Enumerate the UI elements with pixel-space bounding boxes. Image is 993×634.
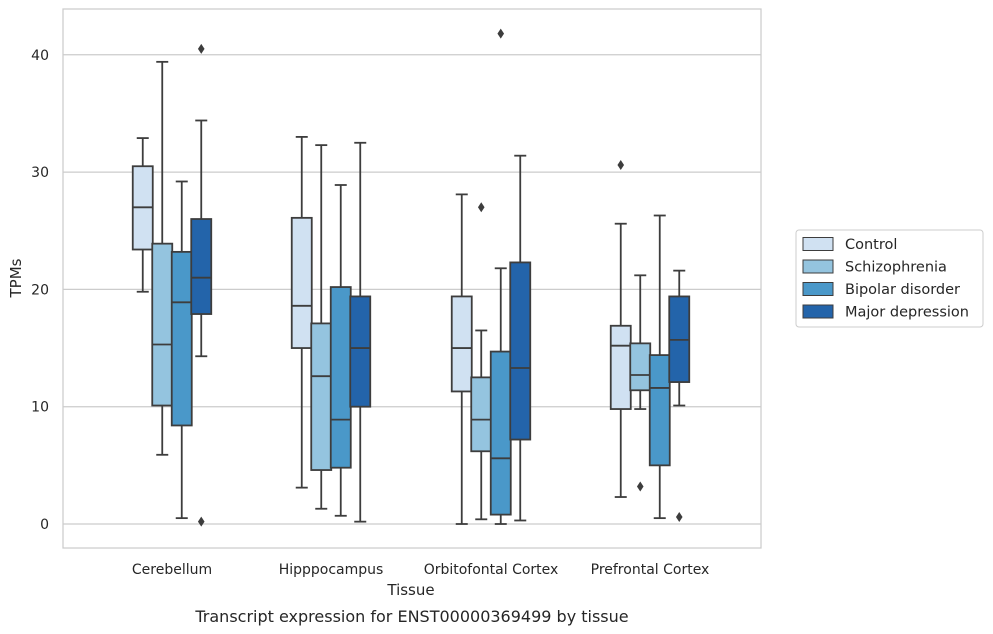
- iqr-box: [310, 322, 333, 471]
- legend-frame: [795, 229, 984, 328]
- box-group: [190, 43, 213, 527]
- legend-label: Schizophrenia: [845, 260, 947, 276]
- box-group: [470, 202, 493, 521]
- y-tick-label: 0: [40, 517, 49, 533]
- outlier-point: [197, 516, 205, 527]
- box-group: [349, 141, 372, 523]
- x-tick-label: Hipppocampus: [279, 562, 384, 578]
- x-tick-label: Orbitofontal Cortex: [424, 562, 559, 578]
- iqr-box: [450, 295, 473, 393]
- box-group: [450, 193, 473, 525]
- iqr-box: [470, 376, 493, 453]
- x-tick-labels: Cerebellum Hipppocampus Orbitofontal Corte…: [132, 562, 709, 578]
- series-schizophrenia: [151, 60, 652, 521]
- box-group: [489, 28, 512, 525]
- legend-label: Bipolar disorder: [845, 282, 960, 298]
- plot-area-frame: [62, 8, 762, 549]
- box-group: [609, 160, 632, 498]
- outlier-point: [636, 481, 644, 492]
- box-group: [648, 214, 671, 520]
- series-major-depression: [190, 43, 691, 527]
- outlier-point: [675, 511, 683, 522]
- outlier-point: [617, 160, 625, 171]
- y-tick-label: 10: [31, 400, 49, 416]
- iqr-box: [170, 250, 193, 427]
- box-group: [668, 269, 691, 522]
- legend-swatch: [802, 304, 834, 319]
- y-tick-label: 30: [31, 165, 49, 181]
- y-axis-title: TPMs: [7, 258, 25, 298]
- outlier-point: [477, 202, 485, 213]
- outlier-point: [197, 43, 205, 54]
- iqr-box: [489, 350, 512, 516]
- legend-swatch: [802, 282, 834, 296]
- iqr-box: [329, 286, 352, 469]
- legend-label: Control: [845, 237, 897, 253]
- box-group: [310, 144, 333, 510]
- box-group: [170, 180, 193, 520]
- box-group: [131, 137, 154, 293]
- iqr-box: [609, 324, 632, 410]
- plot-marks: [131, 28, 691, 527]
- outlier-point: [497, 28, 505, 39]
- y-tick-labels: 0 10 20 30 40: [31, 48, 49, 533]
- legend-swatch: [802, 237, 834, 251]
- legend-label: Major depression: [845, 305, 969, 321]
- x-axis-title: Tissue: [386, 581, 434, 599]
- chart-caption: Transcript expression for ENST0000036949…: [194, 607, 628, 626]
- legend: Control Schizophrenia Bipolar disorder Majo…: [795, 229, 984, 328]
- x-tick-label: Cerebellum: [132, 562, 212, 578]
- iqr-box: [648, 354, 671, 467]
- series-bipolar-disorder: [170, 28, 671, 525]
- iqr-box: [190, 218, 213, 315]
- y-tick-label: 40: [31, 48, 49, 64]
- iqr-box: [509, 261, 532, 441]
- y-tick-label: 20: [31, 282, 49, 298]
- series-control: [131, 136, 632, 525]
- iqr-box: [629, 342, 652, 392]
- legend-swatch: [802, 259, 834, 274]
- iqr-box: [349, 295, 372, 408]
- box-group: [290, 136, 313, 489]
- x-tick-label: Prefrontal Cortex: [591, 562, 710, 578]
- box-group: [509, 154, 532, 522]
- box-group: [329, 184, 352, 517]
- iqr-box: [151, 242, 174, 407]
- iqr-box: [290, 216, 313, 349]
